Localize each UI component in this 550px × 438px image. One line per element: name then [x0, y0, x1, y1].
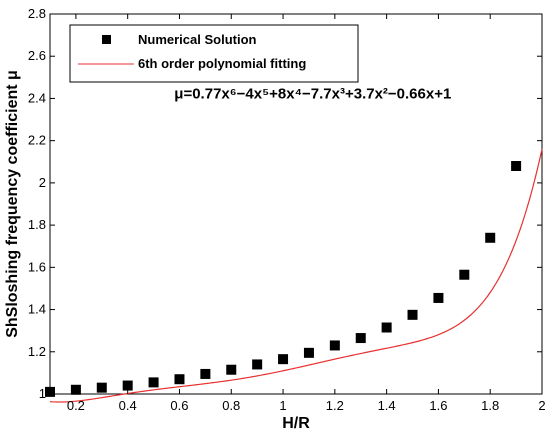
y-tick-label: 1.6: [28, 259, 46, 274]
data-point-marker: [252, 359, 263, 370]
data-point-marker: [485, 232, 496, 243]
x-tick-label: 1.6: [429, 398, 447, 413]
x-tick-label: 1.4: [378, 398, 396, 413]
x-axis-label: H/R: [282, 415, 310, 432]
x-tick-label: 1: [279, 398, 286, 413]
y-tick-label: 1: [39, 386, 46, 401]
data-point-marker: [303, 347, 314, 358]
y-tick-label: 1.4: [28, 302, 46, 317]
data-point-marker: [433, 292, 444, 303]
y-tick-label: 1.2: [28, 344, 46, 359]
x-tick-label: 1.2: [326, 398, 344, 413]
data-point-marker: [329, 340, 340, 351]
legend-label-fit: 6th order polynomial fitting: [138, 56, 306, 71]
data-point-marker: [226, 364, 237, 375]
y-tick-label: 2.2: [28, 133, 46, 148]
x-tick-label: 0.8: [222, 398, 240, 413]
data-point-marker: [407, 309, 418, 320]
fit-curve: [49, 148, 543, 403]
x-tick-label: 2: [538, 398, 545, 413]
x-tick-label: 0.6: [170, 398, 188, 413]
equation-annotation: μ=0.77x⁶−4x⁵+8x⁴−7.7x³+3.7x²−0.66x+1: [174, 85, 451, 102]
legend-label-numerical: Numerical Solution: [138, 32, 257, 47]
fit-curve-group: [49, 148, 543, 403]
data-point-marker: [511, 161, 522, 171]
x-tick-label: 1.8: [481, 398, 499, 413]
y-tick-label: 2.8: [28, 6, 46, 21]
y-tick-label: 2.4: [28, 90, 46, 105]
legend-marker-numerical: [102, 35, 111, 44]
data-point-marker: [200, 368, 211, 379]
markers-group: [45, 161, 522, 397]
x-tick-label: 0.2: [67, 398, 85, 413]
x-axis-ticks: 0.2 0.4 0.6 0.8 1 1.2 1.4 1.6 1.8 2: [67, 14, 546, 413]
data-point-marker: [459, 269, 470, 280]
y-axis-ticks: 1 1.2 1.4 1.6 1.8 2 2.2 2.4 2.6 2.8: [28, 6, 542, 401]
y-axis-label: ShSloshing frequency coefficient μ: [4, 70, 21, 338]
data-point-marker: [122, 380, 133, 391]
data-point-marker: [96, 382, 107, 393]
x-tick-label: 0.4: [119, 398, 137, 413]
data-point-marker: [45, 386, 55, 397]
y-tick-label: 2.6: [28, 48, 46, 63]
legend: Numerical Solution 6th order polynomial …: [69, 24, 359, 83]
y-tick-label: 2: [39, 175, 46, 190]
y-tick-label: 1.8: [28, 217, 46, 232]
data-point-marker: [381, 322, 392, 333]
data-point-marker: [148, 377, 159, 388]
data-point-marker: [355, 333, 366, 344]
data-point-marker: [278, 354, 289, 365]
legend-box: [69, 24, 359, 83]
data-point-marker: [174, 374, 185, 385]
